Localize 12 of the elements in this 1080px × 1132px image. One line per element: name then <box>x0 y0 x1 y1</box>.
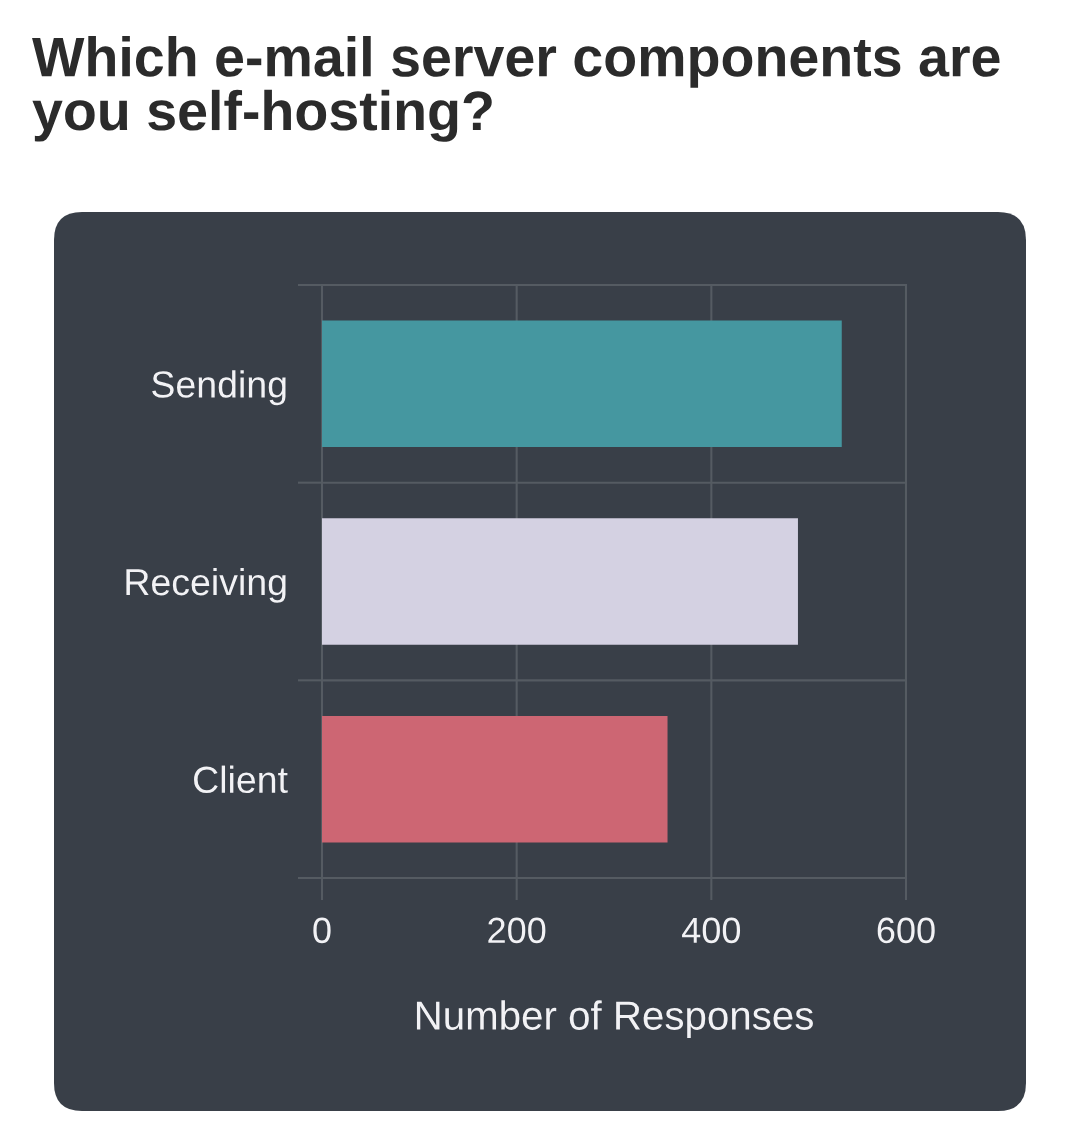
bar <box>322 518 798 645</box>
x-tick-label: 200 <box>488 917 546 944</box>
x-tick-label: 600 <box>877 917 935 944</box>
x-tick-label: 0 <box>313 917 331 944</box>
y-tick-label: Receiving <box>126 567 286 603</box>
chart-title: Which e-mail server components are you self-hosting? <box>32 36 1000 142</box>
x-axis-title: Number of Responses <box>416 1000 813 1038</box>
bar <box>322 320 842 448</box>
y-tick-label: Sending <box>152 370 286 406</box>
bar <box>322 715 668 843</box>
y-tick-label: Client <box>194 765 288 794</box>
x-tick-label: 400 <box>682 917 741 944</box>
